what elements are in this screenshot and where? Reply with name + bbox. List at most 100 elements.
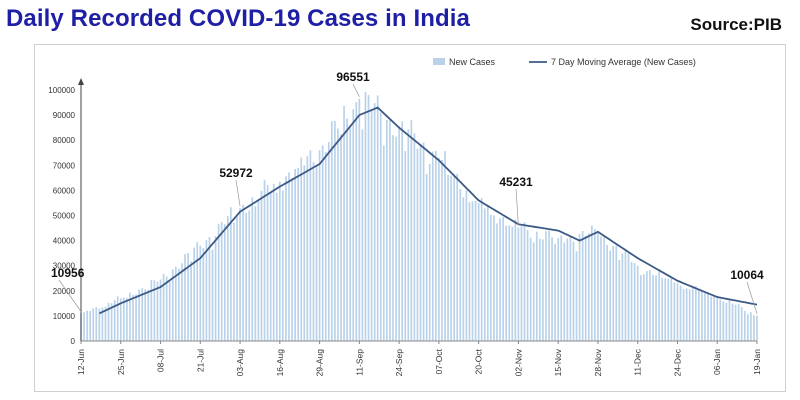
bar-new-cases bbox=[459, 188, 462, 341]
annotation-label: 10064 bbox=[730, 268, 764, 282]
bar-new-cases bbox=[450, 175, 452, 341]
bar-new-cases bbox=[242, 204, 244, 341]
bar-new-cases bbox=[165, 276, 168, 341]
bar-new-cases bbox=[141, 288, 144, 341]
bar-new-cases bbox=[376, 95, 379, 341]
bar-new-cases bbox=[300, 157, 303, 341]
bar-new-cases bbox=[226, 215, 229, 341]
y-tick-label: 100000 bbox=[48, 86, 75, 95]
bar-new-cases bbox=[694, 286, 697, 341]
bar-new-cases bbox=[428, 163, 431, 341]
bar-new-cases bbox=[584, 236, 587, 341]
bar-new-cases bbox=[171, 269, 174, 341]
bar-new-cases bbox=[285, 176, 287, 341]
covid-cases-chart: 0 10000 20000 30000 40000 50000 60000 70000 8000… bbox=[48, 57, 764, 377]
y-tick-label: 20000 bbox=[53, 287, 76, 296]
bar-new-cases bbox=[667, 278, 670, 341]
annotation-leader bbox=[515, 188, 519, 226]
bar-new-cases bbox=[716, 295, 719, 341]
bar-new-cases bbox=[239, 208, 241, 341]
bar-new-cases bbox=[119, 298, 122, 341]
annotation-leader bbox=[746, 281, 758, 314]
bar-new-cases bbox=[297, 167, 300, 341]
bar-new-cases bbox=[89, 310, 92, 341]
x-tick-label: 08-Jul bbox=[156, 349, 166, 372]
bar-new-cases bbox=[508, 225, 511, 341]
bar-new-cases bbox=[364, 91, 367, 341]
bar-new-cases bbox=[184, 254, 186, 341]
bar-new-cases bbox=[707, 292, 709, 341]
bar-new-cases bbox=[529, 237, 532, 341]
bar-new-cases bbox=[431, 151, 434, 341]
bar-new-cases bbox=[630, 262, 633, 341]
bar-new-cases bbox=[578, 233, 581, 341]
x-tick-label: 19-Jan bbox=[752, 349, 762, 375]
x-tick-label: 16-Aug bbox=[275, 349, 285, 377]
x-tick-label: 11-Sep bbox=[354, 349, 364, 376]
bar-new-cases bbox=[710, 296, 712, 341]
bars-layer bbox=[80, 91, 758, 342]
bar-new-cases bbox=[334, 120, 336, 341]
bar-new-cases bbox=[147, 289, 150, 341]
bar-new-cases bbox=[441, 159, 443, 341]
bar-new-cases bbox=[682, 289, 685, 341]
bar-new-cases bbox=[746, 314, 749, 341]
bar-new-cases bbox=[737, 304, 740, 341]
bar-new-cases bbox=[438, 157, 440, 341]
annotation-label: 10956 bbox=[51, 266, 85, 280]
bar-new-cases bbox=[649, 269, 651, 341]
bar-new-cases bbox=[652, 274, 654, 341]
bar-new-cases bbox=[202, 248, 205, 341]
bar-new-cases bbox=[517, 227, 520, 341]
x-tick-label: 20-Oct bbox=[474, 348, 484, 374]
bar-new-cases bbox=[395, 136, 397, 341]
bar-new-cases bbox=[159, 279, 162, 341]
bar-new-cases bbox=[600, 236, 602, 341]
bar-new-cases bbox=[223, 224, 226, 341]
bar-new-cases bbox=[618, 259, 621, 341]
bar-new-cases bbox=[468, 202, 471, 341]
bar-new-cases bbox=[208, 237, 211, 341]
bar-new-cases bbox=[340, 134, 342, 341]
bar-new-cases bbox=[373, 103, 376, 342]
bar-new-cases bbox=[545, 231, 547, 341]
legend: New Cases 7 Day Moving Average (New Cases… bbox=[433, 57, 696, 67]
bar-new-cases bbox=[233, 222, 235, 341]
bar-new-cases bbox=[474, 200, 477, 341]
bar-new-cases bbox=[664, 278, 667, 341]
x-tick-label: 03-Aug bbox=[235, 349, 245, 377]
y-tick-label: 50000 bbox=[53, 212, 76, 221]
y-tick-label: 10000 bbox=[53, 312, 76, 321]
bar-new-cases bbox=[483, 208, 486, 341]
legend-label-moving-average: 7 Day Moving Average (New Cases) bbox=[551, 57, 696, 67]
annotation-leader bbox=[58, 279, 82, 312]
bar-new-cases bbox=[306, 156, 309, 341]
bar-new-cases bbox=[312, 162, 315, 341]
bar-new-cases bbox=[557, 238, 560, 341]
bar-new-cases bbox=[343, 105, 345, 342]
y-tick-label: 80000 bbox=[53, 136, 76, 145]
bar-new-cases bbox=[132, 295, 134, 341]
bar-new-cases bbox=[382, 145, 385, 341]
bar-new-cases bbox=[282, 190, 284, 341]
x-tick-label: 07-Oct bbox=[434, 348, 444, 374]
bar-new-cases bbox=[756, 315, 758, 341]
bar-new-cases bbox=[661, 277, 664, 341]
bar-new-cases bbox=[594, 229, 596, 341]
y-tick-label: 70000 bbox=[53, 161, 76, 170]
bar-new-cases bbox=[104, 306, 107, 341]
bar-new-cases bbox=[698, 290, 700, 341]
bar-new-cases bbox=[205, 240, 208, 341]
y-tick-label: 90000 bbox=[53, 111, 76, 120]
bar-new-cases bbox=[575, 251, 578, 341]
bar-new-cases bbox=[566, 238, 569, 341]
bar-new-cases bbox=[355, 102, 358, 341]
x-tick-label: 28-Nov bbox=[593, 348, 603, 376]
bar-new-cases bbox=[251, 197, 254, 341]
bar-new-cases bbox=[713, 296, 716, 341]
bar-new-cases bbox=[572, 241, 575, 341]
bar-new-cases bbox=[83, 312, 85, 341]
bar-new-cases bbox=[514, 219, 517, 341]
bar-new-cases bbox=[523, 222, 526, 341]
y-tick-label: 40000 bbox=[53, 237, 76, 246]
